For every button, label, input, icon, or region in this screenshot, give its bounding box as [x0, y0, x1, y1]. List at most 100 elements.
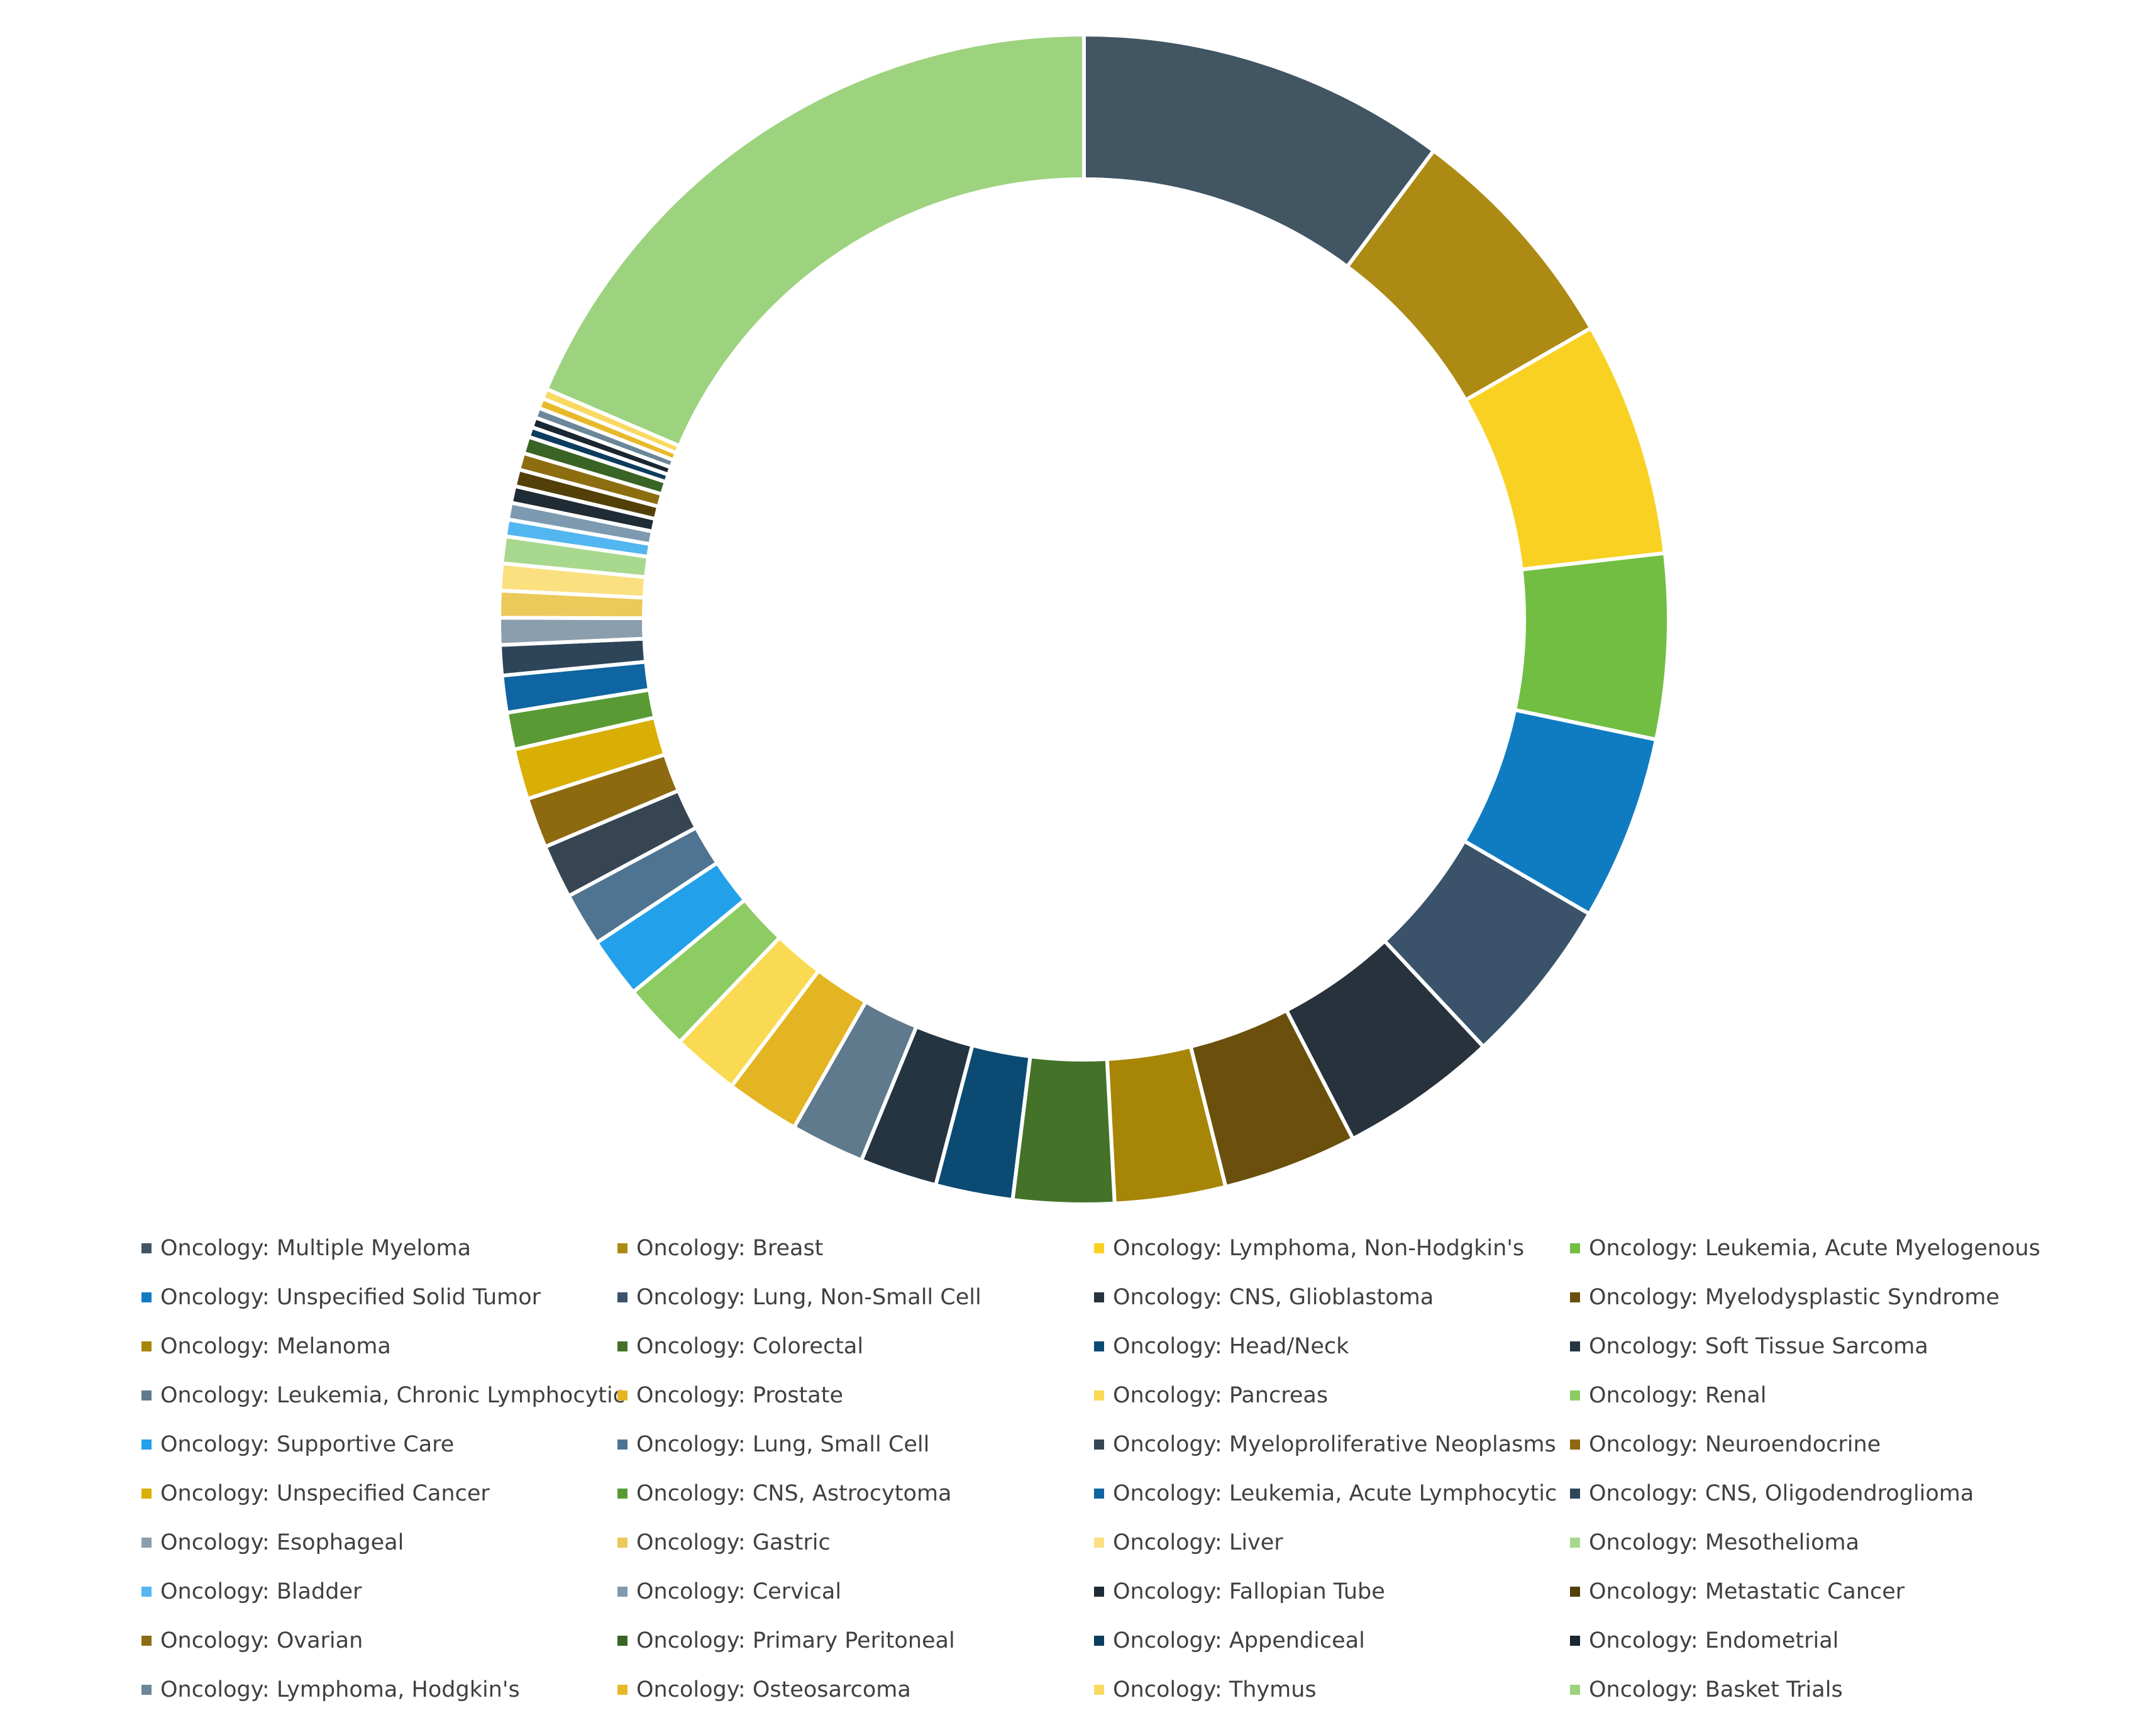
legend-swatch [617, 1439, 627, 1450]
legend-item-lymphoma-hodgkin-s: Oncology: Lymphoma, Hodgkin's [141, 1671, 520, 1709]
legend-swatch [141, 1341, 152, 1351]
legend-swatch [1570, 1292, 1580, 1302]
legend-label: Oncology: Lymphoma, Hodgkin's [160, 1677, 520, 1702]
legend-item-lymphoma-non-hodgkin-s: Oncology: Lymphoma, Non-Hodgkin's [1094, 1229, 1524, 1267]
legend-swatch [617, 1538, 627, 1548]
legend-item-neuroendocrine: Oncology: Neuroendocrine [1570, 1426, 1881, 1463]
legend-label: Oncology: Unspecified Cancer [160, 1481, 490, 1506]
legend-label: Oncology: Leukemia, Acute Lymphocytic [1113, 1481, 1557, 1506]
legend-swatch [141, 1538, 152, 1548]
legend-item-cns-astrocytoma: Oncology: CNS, Astrocytoma [617, 1475, 951, 1512]
legend-label: Oncology: Leukemia, Chronic Lymphocytic [160, 1383, 625, 1408]
legend-swatch [1570, 1341, 1580, 1351]
legend-swatch [141, 1292, 152, 1302]
legend-swatch [1570, 1243, 1580, 1253]
legend-item-leukemia-acute-myelogenous: Oncology: Leukemia, Acute Myelogenous [1570, 1229, 2040, 1267]
legend-swatch [1570, 1489, 1580, 1499]
legend-swatch [617, 1636, 627, 1646]
slice-basket-trials [544, 32, 1086, 449]
legend-swatch [141, 1243, 152, 1253]
legend-label: Oncology: Head/Neck [1113, 1334, 1349, 1359]
legend-item-basket-trials: Oncology: Basket Trials [1570, 1671, 1843, 1709]
legend-swatch [141, 1587, 152, 1597]
legend-swatch [1094, 1587, 1104, 1597]
legend-label: Oncology: Neuroendocrine [1589, 1432, 1881, 1457]
legend-swatch [1570, 1685, 1580, 1695]
legend-item-myeloproliferative-neoplasms: Oncology: Myeloproliferative Neoplasms [1094, 1426, 1556, 1463]
legend-item-unspecified-solid-tumor: Oncology: Unspecified Solid Tumor [141, 1278, 541, 1316]
legend-label: Oncology: Unspecified Solid Tumor [160, 1285, 541, 1310]
legend-label: Oncology: CNS, Astrocytoma [636, 1481, 952, 1506]
legend-label: Oncology: Cervical [636, 1579, 842, 1604]
legend-item-melanoma: Oncology: Melanoma [141, 1328, 391, 1365]
legend-swatch [141, 1489, 152, 1499]
legend-label: Oncology: Gastric [636, 1530, 831, 1555]
legend-item-lung-non-small-cell: Oncology: Lung, Non-Small Cell [617, 1278, 981, 1316]
legend-label: Oncology: Lung, Small Cell [636, 1432, 930, 1457]
legend-item-multiple-myeloma: Oncology: Multiple Myeloma [141, 1229, 471, 1267]
legend-label: Oncology: Lymphoma, Non-Hodgkin's [1113, 1236, 1525, 1261]
legend-label: Oncology: Esophageal [160, 1530, 404, 1555]
legend-swatch [1570, 1390, 1580, 1401]
legend-label: Oncology: Renal [1589, 1383, 1767, 1408]
legend-label: Oncology: Mesothelioma [1589, 1530, 1860, 1555]
legend-label: Oncology: Myelodysplastic Syndrome [1589, 1285, 2000, 1310]
legend-label: Oncology: Soft Tissue Sarcoma [1589, 1334, 1928, 1359]
legend-swatch [617, 1685, 627, 1695]
legend-item-ovarian: Oncology: Ovarian [141, 1622, 363, 1660]
legend-swatch [617, 1292, 627, 1302]
legend-swatch [1570, 1636, 1580, 1646]
legend-label: Oncology: Basket Trials [1589, 1677, 1843, 1702]
legend-item-cervical: Oncology: Cervical [617, 1573, 841, 1611]
slice-leukemia-acute-myelogenous [1512, 551, 1671, 742]
legend-label: Oncology: CNS, Glioblastoma [1113, 1285, 1434, 1310]
legend-label: Oncology: Primary Peritoneal [636, 1628, 955, 1653]
legend-swatch [1094, 1489, 1104, 1499]
slice-esophageal [497, 616, 646, 647]
legend-item-cns-oligodendroglioma: Oncology: CNS, Oligodendroglioma [1570, 1475, 1974, 1512]
legend-label: Oncology: Supportive Care [160, 1432, 455, 1457]
legend-item-myelodysplastic-syndrome: Oncology: Myelodysplastic Syndrome [1570, 1278, 1999, 1316]
legend-swatch [1094, 1538, 1104, 1548]
legend-swatch [1094, 1341, 1104, 1351]
legend-swatch [617, 1341, 627, 1351]
legend-item-head-neck: Oncology: Head/Neck [1094, 1328, 1349, 1365]
legend-label: Oncology: Leukemia, Acute Myelogenous [1589, 1236, 2040, 1261]
legend-swatch [1094, 1439, 1104, 1450]
legend-item-thymus: Oncology: Thymus [1094, 1671, 1317, 1709]
legend-item-bladder: Oncology: Bladder [141, 1573, 362, 1611]
legend-swatch [141, 1636, 152, 1646]
legend-label: Oncology: Melanoma [160, 1334, 391, 1359]
legend-item-gastric: Oncology: Gastric [617, 1524, 831, 1561]
legend-item-liver: Oncology: Liver [1094, 1524, 1283, 1561]
legend-label: Oncology: Liver [1113, 1530, 1283, 1555]
legend-label: Oncology: Bladder [160, 1579, 362, 1604]
legend-label: Oncology: Endometrial [1589, 1628, 1839, 1653]
legend-label: Oncology: Lung, Non-Small Cell [636, 1285, 981, 1310]
legend-swatch [617, 1243, 627, 1253]
legend-item-prostate: Oncology: Prostate [617, 1377, 843, 1414]
legend-swatch [1570, 1439, 1580, 1450]
legend-item-metastatic-cancer: Oncology: Metastatic Cancer [1570, 1573, 1904, 1611]
legend-label: Oncology: Pancreas [1113, 1383, 1329, 1408]
legend-item-soft-tissue-sarcoma: Oncology: Soft Tissue Sarcoma [1570, 1328, 1928, 1365]
legend-label: Oncology: Osteosarcoma [636, 1677, 911, 1702]
legend-item-esophageal: Oncology: Esophageal [141, 1524, 404, 1561]
legend-label: Oncology: Prostate [636, 1383, 844, 1408]
legend-swatch [1570, 1587, 1580, 1597]
legend-label: Oncology: Thymus [1113, 1677, 1317, 1702]
legend-swatch [141, 1390, 152, 1401]
legend-label: Oncology: Appendiceal [1113, 1628, 1365, 1653]
legend-item-renal: Oncology: Renal [1570, 1377, 1766, 1414]
legend-item-leukemia-acute-lymphocytic: Oncology: Leukemia, Acute Lymphocytic [1094, 1475, 1557, 1512]
legend-item-colorectal: Oncology: Colorectal [617, 1328, 863, 1365]
legend-item-mesothelioma: Oncology: Mesothelioma [1570, 1524, 1859, 1561]
doughnut-chart [497, 32, 1671, 1204]
legend-swatch [617, 1489, 627, 1499]
legend-swatch [1094, 1685, 1104, 1695]
legend-item-breast: Oncology: Breast [617, 1229, 823, 1267]
legend-item-supportive-care: Oncology: Supportive Care [141, 1426, 454, 1463]
legend-label: Oncology: Ovarian [160, 1628, 363, 1653]
legend-label: Oncology: Colorectal [636, 1334, 864, 1359]
legend-swatch [1094, 1292, 1104, 1302]
